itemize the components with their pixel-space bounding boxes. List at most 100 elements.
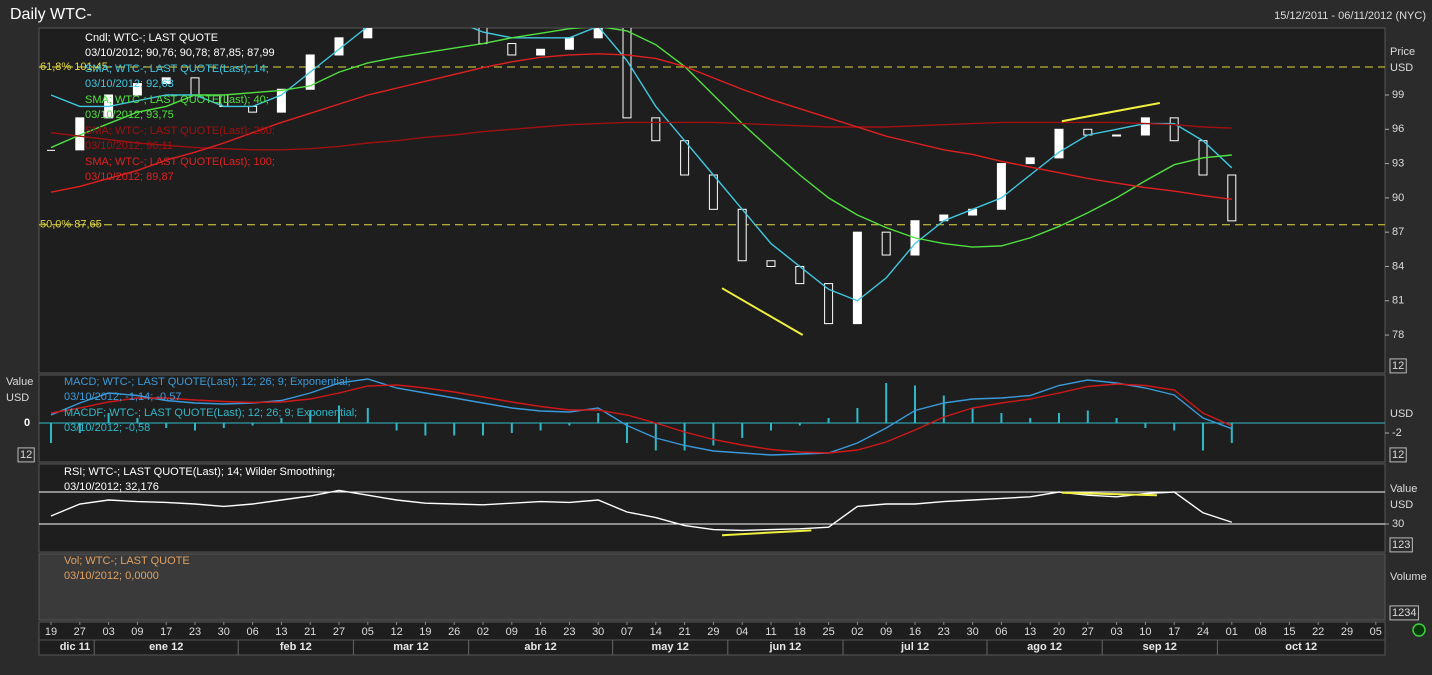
x-tick-label: 17 xyxy=(1168,626,1180,638)
histogram-bar xyxy=(453,423,456,436)
histogram-bar xyxy=(395,423,398,431)
candle xyxy=(852,231,862,325)
histogram-bar xyxy=(194,423,196,431)
trend-line xyxy=(721,287,804,336)
level-label: 50,0% 87,65 xyxy=(40,219,102,231)
plot-area xyxy=(39,489,1385,537)
y-tick-label: 90 xyxy=(1392,192,1404,204)
x-tick-label: 23 xyxy=(938,626,950,638)
histogram-bar xyxy=(222,423,225,428)
histogram-bar xyxy=(568,423,571,426)
histogram-bar xyxy=(827,418,830,423)
candle xyxy=(190,77,200,96)
legend-name: MACD; WTC-; LAST QUOTE(Last); 12; 26; 9;… xyxy=(64,376,351,388)
histogram-bar xyxy=(597,413,600,423)
legend-name: SMA; WTC-; LAST QUOTE(Last); 14; xyxy=(85,63,269,75)
legend-name: Cndl; WTC-; LAST QUOTE xyxy=(85,32,218,44)
level-label: 0 xyxy=(24,417,30,429)
candle xyxy=(47,149,55,151)
x-tick-label: 30 xyxy=(592,626,604,638)
candle xyxy=(996,163,1006,210)
axis-box-label: 12 xyxy=(1392,449,1404,461)
candle xyxy=(363,28,373,39)
trend-line xyxy=(721,529,812,537)
legend-name: MACDF; WTC-; LAST QUOTE(Last); 12; 26; 9… xyxy=(64,407,357,419)
x-tick-label: 19 xyxy=(419,626,431,638)
x-tick-label: 08 xyxy=(1254,626,1266,638)
legend-name: RSI; WTC-; LAST QUOTE(Last); 14; Wilder … xyxy=(64,466,335,478)
legend-name: Vol; WTC-; LAST QUOTE xyxy=(64,555,190,567)
histogram-bar xyxy=(626,423,628,443)
legend-value: 03/10/2012; 0,0000 xyxy=(64,570,159,582)
histogram-bar xyxy=(50,423,52,443)
x-tick-label: 05 xyxy=(1370,626,1382,638)
x-tick-label: 27 xyxy=(333,626,345,638)
chart-title: Daily WTC- xyxy=(10,6,92,23)
candle xyxy=(564,37,574,50)
x-tick-label: 02 xyxy=(477,626,489,638)
y-tick-label: 96 xyxy=(1392,123,1404,135)
axis-label: Price xyxy=(1390,46,1415,58)
x-tick-label: 20 xyxy=(1053,626,1065,638)
histogram-bar xyxy=(1230,423,1233,443)
histogram-bar xyxy=(366,408,369,423)
candle xyxy=(1112,134,1122,137)
histogram-bar xyxy=(1144,423,1147,428)
axis-box-label: 12 xyxy=(1392,360,1404,372)
candle xyxy=(766,260,776,267)
candle xyxy=(478,28,488,45)
axis-unit: USD xyxy=(1390,499,1413,511)
histogram-bar xyxy=(424,423,427,436)
x-tick-label: 02 xyxy=(851,626,863,638)
candle xyxy=(536,48,546,56)
x-tick-label: 04 xyxy=(736,626,748,638)
histogram-bar xyxy=(338,405,340,423)
histogram-bar xyxy=(78,423,81,433)
legend-name: SMA; WTC-; LAST QUOTE(Last); 200; xyxy=(85,125,275,137)
histogram-bar xyxy=(1202,423,1204,451)
histogram-bar xyxy=(136,418,139,423)
axis-unit: USD xyxy=(1390,408,1413,420)
axis-label: Value xyxy=(6,376,33,388)
axis-unit: USD xyxy=(6,392,29,404)
x-tick-label: 03 xyxy=(102,626,114,638)
series-line xyxy=(50,28,1232,248)
candle xyxy=(708,174,718,210)
x-tick-label: 19 xyxy=(45,626,57,638)
histogram-bar xyxy=(914,385,916,423)
histogram-bar xyxy=(683,423,686,451)
candle xyxy=(1054,128,1064,159)
month-label: ago 12 xyxy=(1027,641,1062,653)
histogram-bar xyxy=(309,410,312,423)
axis-box xyxy=(17,447,35,463)
series-line xyxy=(50,121,1232,151)
histogram-bar xyxy=(251,423,254,426)
x-tick-label: 13 xyxy=(1024,626,1036,638)
series-line xyxy=(50,489,1233,532)
axis-label: Value xyxy=(1390,483,1417,495)
legend-value: 03/10/2012; 32,176 xyxy=(64,481,159,493)
histogram-bar xyxy=(1029,418,1032,423)
legend-value: 03/10/2012; 93,75 xyxy=(85,109,174,121)
month-label: mar 12 xyxy=(393,641,428,653)
candle xyxy=(507,43,517,56)
x-tick-label: 29 xyxy=(1341,626,1353,638)
series-line xyxy=(50,53,1232,201)
histogram-bar xyxy=(165,423,168,428)
month-label: jun 12 xyxy=(769,641,802,653)
x-tick-label: 23 xyxy=(189,626,201,638)
axis-box xyxy=(1389,605,1419,621)
x-tick-label: 21 xyxy=(304,626,316,638)
month-label: abr 12 xyxy=(524,641,556,653)
x-tick-label: 22 xyxy=(1312,626,1324,638)
series-line xyxy=(50,28,1233,302)
axis-box xyxy=(1389,447,1407,463)
x-tick-label: 29 xyxy=(707,626,719,638)
legend-value: 03/10/2012; 89,87 xyxy=(85,171,174,183)
date-range: 15/12/2011 - 06/11/2012 (NYC) xyxy=(1274,10,1426,22)
legend-value: 03/10/2012; 96,11 xyxy=(85,140,173,152)
x-tick-label: 07 xyxy=(621,626,633,638)
x-tick-label: 21 xyxy=(678,626,690,638)
histogram-bar xyxy=(741,423,744,438)
